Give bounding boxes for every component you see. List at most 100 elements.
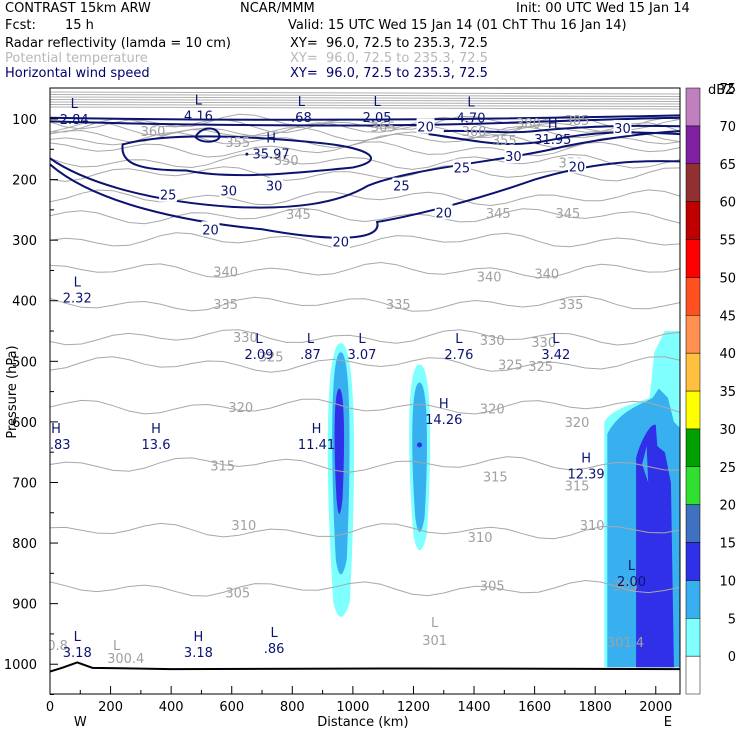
wind-label: 20 bbox=[202, 223, 219, 238]
theta-label: 310 bbox=[231, 519, 256, 534]
x-tick-label: 1800 bbox=[579, 700, 612, 715]
colorbar-swatch bbox=[685, 428, 701, 467]
theta-label: 355 bbox=[492, 134, 517, 149]
colorbar-label: 10 bbox=[719, 574, 736, 589]
extremum-marker: H bbox=[51, 422, 61, 437]
y-axis-label: Pressure (hPa) bbox=[5, 345, 20, 438]
x-endpoint-west: W bbox=[74, 715, 87, 730]
y-tick-label: 100 bbox=[12, 113, 37, 128]
theta-label: 315 bbox=[210, 460, 235, 475]
theta-label: 310 bbox=[468, 531, 493, 546]
theta-contour bbox=[50, 522, 680, 540]
wind-label-halo bbox=[504, 147, 523, 163]
theta-label: 360 bbox=[462, 125, 487, 140]
theta-label: 360 bbox=[141, 125, 166, 140]
wind-label: 25 bbox=[393, 180, 410, 195]
theta-label: 301 bbox=[422, 634, 447, 649]
refl-cell-1-15dbz bbox=[334, 388, 345, 514]
theta-contour bbox=[50, 579, 680, 597]
theta-label: 301.4 bbox=[607, 636, 644, 651]
extremum-marker: H bbox=[266, 131, 276, 146]
extremum-value: 2.32 bbox=[63, 292, 92, 307]
y-tick-label: 1000 bbox=[4, 658, 37, 673]
colorbar-label: 35 bbox=[719, 385, 736, 400]
extremum-value: 2.05 bbox=[363, 111, 392, 126]
theta-label: 340 bbox=[477, 271, 502, 286]
wind-label-halo bbox=[452, 159, 471, 175]
theta-contour bbox=[50, 131, 680, 149]
extremum-marker: H bbox=[548, 117, 558, 132]
theta-label: 305 bbox=[613, 579, 638, 594]
wind-contour bbox=[121, 135, 373, 177]
extremum-marker: L bbox=[467, 96, 475, 111]
extremum-value: .68 bbox=[291, 111, 312, 126]
colorbar-label: 45 bbox=[719, 309, 736, 324]
theta-low-marker: L bbox=[431, 616, 439, 631]
colorbar-swatch bbox=[685, 466, 701, 505]
x-tick-label: 600 bbox=[219, 700, 244, 715]
colorbar-swatch bbox=[685, 542, 701, 581]
extremum-marker: L bbox=[455, 332, 463, 347]
theta-label: 315 bbox=[565, 480, 590, 495]
theta-label: 350 bbox=[274, 154, 299, 169]
theta-label: 330 bbox=[233, 331, 258, 346]
theta-label: 325 bbox=[528, 360, 553, 375]
theta-label: 345 bbox=[486, 207, 511, 222]
theta-contour bbox=[50, 153, 680, 170]
wind-label: 20 bbox=[569, 160, 586, 175]
wind-label-halo bbox=[434, 204, 453, 220]
extremum-value: 3.18 bbox=[63, 646, 92, 661]
theta-label: 335 bbox=[559, 298, 584, 313]
colorbar-swatch bbox=[685, 125, 701, 164]
colorbar-swatch bbox=[685, 390, 701, 430]
y-tick-label: 500 bbox=[12, 355, 37, 370]
extremum-value: 3.07 bbox=[347, 348, 376, 363]
theta-label: 345 bbox=[556, 207, 581, 222]
extremum-marker: L bbox=[373, 95, 381, 110]
theta-contour bbox=[50, 295, 680, 312]
extremum-value: 31.95 bbox=[534, 133, 571, 148]
theta-label: 325 bbox=[259, 350, 284, 365]
theta-contour-dense bbox=[50, 96, 680, 100]
wind-contour bbox=[50, 130, 680, 209]
theta-label: 310 bbox=[580, 519, 605, 534]
theta-contour-dense bbox=[50, 99, 680, 102]
extremum-marker: L bbox=[195, 93, 203, 108]
theta-contour-dense bbox=[50, 104, 680, 107]
extremum-marker: H bbox=[312, 422, 322, 437]
wind-label: 20 bbox=[435, 206, 452, 221]
y-tick-label: 200 bbox=[12, 174, 37, 189]
wind-label-halo bbox=[265, 177, 284, 193]
theta-label: 305 bbox=[480, 579, 505, 594]
wind-label: 20 bbox=[332, 235, 349, 250]
extremum-marker: L bbox=[552, 332, 560, 347]
wind-contour bbox=[428, 131, 680, 146]
valid-time: Valid: 15 UTC Wed 15 Jan 14 (01 ChT Thu … bbox=[288, 18, 627, 33]
wind-label-halo bbox=[159, 186, 178, 202]
extremum-value: 3.18 bbox=[184, 646, 213, 661]
extremum-value: 14.26 bbox=[425, 413, 462, 428]
theta-label: 305 bbox=[225, 587, 250, 602]
x-tick-label: 400 bbox=[159, 700, 184, 715]
y-tick-label: 800 bbox=[12, 537, 37, 552]
wind-label: 25 bbox=[454, 161, 471, 176]
y-tick-label: 900 bbox=[12, 598, 37, 613]
extremum-marker: H bbox=[581, 451, 591, 466]
theta-label: 385 bbox=[565, 114, 590, 129]
extremum-value: 12.39 bbox=[567, 467, 604, 482]
theta-label: 340 bbox=[213, 266, 238, 281]
model-title: CONTRAST 15km ARW bbox=[5, 1, 151, 16]
fcst-label: Fcst: bbox=[5, 18, 36, 33]
colorbar-swatch bbox=[685, 163, 701, 202]
theta-label: 0.8 bbox=[47, 639, 68, 654]
field-2-name: Potential temperature bbox=[5, 51, 148, 66]
wind-label: 20 bbox=[417, 120, 434, 135]
wind-max-dot bbox=[245, 152, 249, 156]
extremum-marker: L bbox=[74, 630, 82, 645]
theta-contour-dense bbox=[50, 101, 680, 105]
wind-label-halo bbox=[219, 182, 238, 198]
y-tick-label: 300 bbox=[12, 234, 37, 249]
fcst-value: 15 h bbox=[65, 18, 94, 33]
wind-contour bbox=[194, 127, 221, 143]
